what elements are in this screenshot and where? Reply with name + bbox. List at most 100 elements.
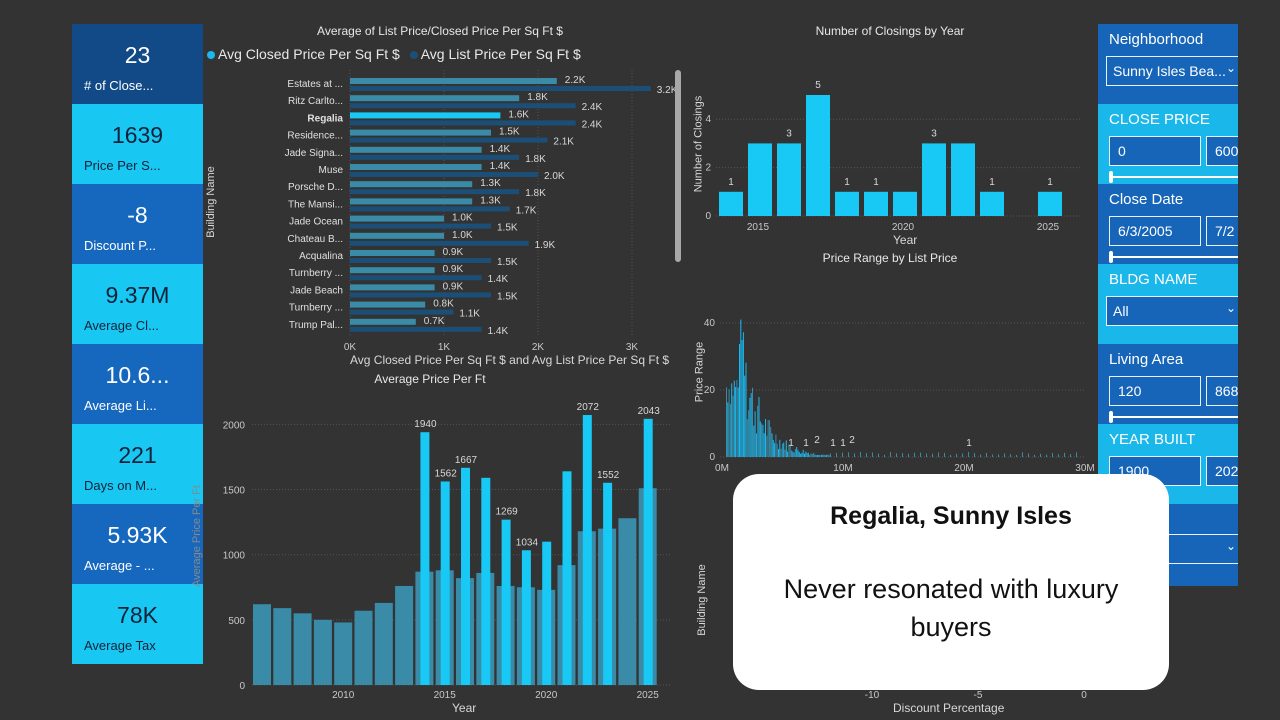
ppf-y-tick: 0 [239, 681, 245, 692]
kpi-value: 221 [118, 442, 157, 468]
price-range-y-tick: 20 [704, 385, 716, 396]
hbar-list-bar [350, 137, 548, 143]
ppf-x-tick: 2025 [637, 690, 660, 701]
price-range-bar [1064, 452, 1065, 457]
kpi-card[interactable]: 5.93K Average - ... [72, 504, 203, 584]
close-price-min-input[interactable]: 0 [1109, 136, 1201, 166]
kpi-card[interactable]: 78K Average Tax [72, 584, 203, 664]
hbar-list-bar [350, 240, 529, 246]
hbar-legend[interactable]: Avg Closed Price Per Sq Ft $ Avg List Pr… [207, 46, 581, 62]
ppf-bg-bar [354, 610, 373, 685]
living-area-max-input[interactable]: 868 [1206, 376, 1238, 406]
price-range-bar [746, 419, 748, 457]
price-range-bar [956, 453, 957, 457]
living-area-slider[interactable] [1109, 416, 1238, 418]
close-price-slider-handle[interactable] [1109, 171, 1113, 183]
ppf-x-tick: 2020 [535, 690, 558, 701]
price-range-x-tick: 20M [954, 463, 973, 474]
ppf-y-tick: 1000 [223, 551, 246, 562]
hbar-scrollbar[interactable] [675, 70, 681, 262]
close-price-slider[interactable] [1109, 176, 1238, 178]
closings-ylabel: Number of Closings [692, 95, 705, 193]
living-area-min-input[interactable]: 120 [1109, 376, 1201, 406]
price-range-bar [797, 450, 799, 457]
ppf-bar-label: 1940 [414, 419, 437, 430]
close-price-max-input[interactable]: 600 [1206, 136, 1238, 166]
close-date-min-input[interactable]: 6/3/2005 [1109, 216, 1201, 246]
close-date-max-input[interactable]: 7/2 [1206, 216, 1238, 246]
price-range-bar [792, 451, 794, 457]
price-range-bar [793, 452, 795, 457]
price-range-bar [809, 455, 811, 457]
kpi-value: 5.93K [107, 522, 168, 548]
kpi-card[interactable]: 221 Days on M... [72, 424, 203, 504]
closings-bar-label: 1 [989, 177, 995, 188]
neighborhood-dropdown[interactable]: Sunny Isles Bea... [1106, 56, 1238, 86]
hbar-list-bar [350, 326, 482, 332]
price-range-bar [1058, 454, 1059, 457]
ppf-fg-bar [440, 481, 450, 685]
price-range-bar [779, 439, 781, 457]
living-area-slider-handle[interactable] [1109, 411, 1113, 423]
price-range-ylabel: Price Range [693, 341, 706, 403]
kpi-label: Average - ... [84, 558, 155, 573]
year-built-max-input[interactable]: 202 [1206, 456, 1238, 486]
chevron-down-icon: ⌄ [1226, 539, 1237, 553]
hbar-list-bar [350, 292, 491, 298]
hbar-list-bar [350, 86, 651, 91]
hbar-list-bar [350, 258, 491, 263]
price-range-point-label: 1 [830, 438, 836, 449]
hbar-closed-label: 1.4K [490, 144, 511, 155]
kpi-card[interactable]: 1639 Price Per S... [72, 104, 203, 184]
close-date-slider-handle[interactable] [1109, 251, 1113, 263]
close-date-slicer-label: Close Date [1109, 191, 1184, 208]
closings-bar [777, 143, 801, 216]
neighborhood-slicer-label: Neighborhood [1109, 31, 1204, 48]
price-range-bar [818, 455, 820, 457]
hbar-list-bar [350, 154, 520, 160]
hbar-category-label: Turnberry ... [289, 268, 343, 279]
price-range-bar [836, 452, 837, 457]
ppf-y-tick: 2000 [223, 420, 246, 431]
bldg-name-dropdown[interactable]: All [1106, 296, 1238, 326]
ppf-bg-bar [313, 619, 332, 685]
closings-plot: 0 2 4 1 3 5 1 1 3 1 1 2015 2020 2025 [705, 80, 1080, 233]
hbar-plot: 0K 1K 2K 3K Estates at ... 2.2K 3.2K Ritz Carlt… [285, 70, 678, 353]
closings-x-tick: 2015 [747, 222, 770, 233]
price-range-bar [998, 454, 999, 457]
price-range-bar [768, 420, 770, 457]
price-range-point-label: 1 [803, 438, 809, 449]
price-range-bar [775, 434, 777, 457]
price-range-bar [729, 403, 731, 457]
price-range-bar [830, 453, 831, 457]
discount-plot: -10 -5 0 [865, 690, 1087, 701]
price-range-bar [974, 453, 975, 457]
closings-bar-label: 1 [873, 177, 879, 188]
price-range-bar [819, 455, 821, 457]
kpi-card[interactable]: -8 Discount P... [72, 184, 203, 264]
hbar-closed-bar [350, 181, 473, 188]
hbar-x-tick: 3K [626, 342, 639, 353]
hbar-category-label: Jade Ocean [289, 217, 343, 228]
ppf-bar-label: 1667 [455, 455, 478, 466]
kpi-card[interactable]: 23 # of Close... [72, 24, 203, 104]
hbar-list-bar [350, 223, 491, 229]
hbar-list-label: 1.5K [497, 223, 518, 234]
price-range-bar [748, 410, 750, 457]
price-range-bar [784, 449, 786, 457]
hbar-closed-bar [350, 232, 444, 239]
kpi-label: Average Cl... [84, 318, 159, 333]
kpi-label: Price Per S... [84, 158, 161, 173]
kpi-card[interactable]: 9.37M Average Cl... [72, 264, 203, 344]
price-range-bar [766, 435, 768, 457]
hbar-list-label: 2.4K [582, 102, 603, 113]
kpi-card[interactable]: 10.6... Average Li... [72, 344, 203, 424]
hbar-list-label: 1.7K [516, 205, 537, 216]
hbar-list-bar [350, 120, 576, 126]
price-range-bar [796, 447, 798, 457]
price-range-bar [735, 387, 737, 457]
discount-x-tick: -5 [974, 690, 983, 701]
close-date-slider[interactable] [1109, 256, 1238, 258]
ppf-fg-bar [603, 482, 613, 685]
